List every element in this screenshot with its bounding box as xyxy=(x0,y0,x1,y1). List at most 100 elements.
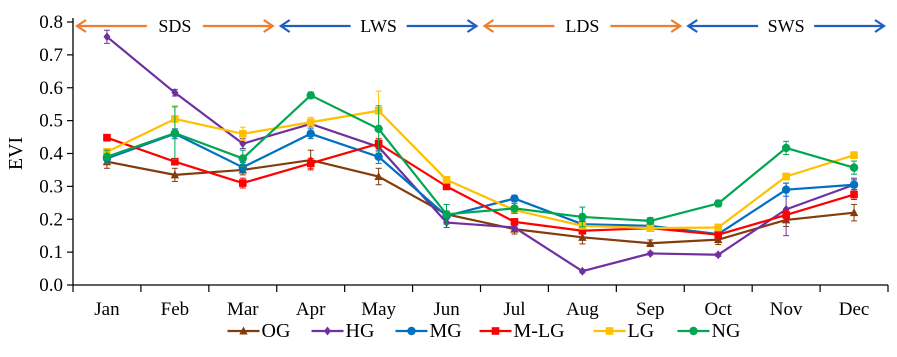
legend-swatch-marker xyxy=(407,326,416,336)
season-label: LWS xyxy=(360,16,397,36)
legend-label: NG xyxy=(712,320,741,342)
data-point xyxy=(170,170,180,179)
x-tick-label: May xyxy=(361,299,396,320)
x-tick-label: Jul xyxy=(503,299,525,320)
series-line xyxy=(106,158,855,245)
data-point xyxy=(239,139,247,149)
data-point xyxy=(510,204,519,213)
x-tick-label: Apr xyxy=(296,299,326,320)
season-arrowhead-left xyxy=(482,19,495,33)
season-arrows: SDS LWS LDS SWS xyxy=(75,16,886,36)
legend-swatch-marker xyxy=(605,327,614,335)
x-tick-label: Jan xyxy=(94,299,120,320)
x-tick-label: Nov xyxy=(770,299,803,320)
data-point xyxy=(238,179,247,187)
data-point xyxy=(781,143,791,153)
data-point xyxy=(578,232,587,241)
data-point xyxy=(442,182,451,191)
legend-swatch-marker xyxy=(239,326,248,335)
data-point xyxy=(510,218,519,226)
data-point xyxy=(102,152,112,161)
legend-item: HG xyxy=(311,320,375,342)
series-line xyxy=(106,109,855,230)
x-tick-label: Jun xyxy=(433,299,460,320)
series-line xyxy=(106,136,855,236)
x-tick-label: Feb xyxy=(161,299,190,320)
data-point xyxy=(306,159,315,168)
data-point xyxy=(442,176,451,184)
y-tick-label: 0.6 xyxy=(39,78,63,99)
data-point xyxy=(646,224,655,232)
data-point xyxy=(306,91,315,100)
data-point xyxy=(849,208,859,217)
data-point xyxy=(578,212,587,222)
data-point xyxy=(103,133,111,142)
y-tick-label: 0.4 xyxy=(39,144,63,165)
data-point xyxy=(782,211,790,219)
series-lines xyxy=(102,29,859,276)
season-label: SDS xyxy=(158,16,191,36)
data-point xyxy=(171,157,179,166)
data-point xyxy=(510,194,519,203)
legend-label: M-LG xyxy=(514,320,565,342)
data-point xyxy=(714,230,723,239)
season-label: SWS xyxy=(768,16,805,36)
data-point xyxy=(374,152,383,161)
data-point xyxy=(306,129,315,138)
legend-item: LG xyxy=(593,320,655,342)
legend-label: MG xyxy=(430,320,462,342)
data-point xyxy=(306,118,315,127)
season-arrowhead-left xyxy=(686,19,698,33)
data-point xyxy=(714,199,723,208)
y-tick-label: 0.1 xyxy=(39,242,63,263)
y-tick-label: 0.8 xyxy=(39,12,63,33)
data-point xyxy=(850,190,858,199)
legend-item: NG xyxy=(677,320,741,342)
data-point xyxy=(578,266,586,276)
series-og xyxy=(102,149,859,248)
x-tick-label: Mar xyxy=(227,299,259,320)
y-tick-label: 0.7 xyxy=(39,45,63,66)
legend-item: MG xyxy=(395,320,462,342)
series-line xyxy=(106,132,855,236)
season-arrowhead-right xyxy=(466,19,479,33)
data-point xyxy=(578,226,587,235)
data-point xyxy=(238,154,247,163)
series-line xyxy=(106,35,855,273)
season-arrowhead-left xyxy=(278,19,291,33)
data-point xyxy=(442,210,451,219)
legend-label: HG xyxy=(346,320,375,342)
season-arrowhead-right xyxy=(263,19,275,33)
data-point xyxy=(374,124,383,134)
x-tick-label: Oct xyxy=(704,299,732,320)
data-point xyxy=(238,163,247,172)
data-point xyxy=(374,172,383,181)
data-point xyxy=(646,238,655,247)
y-tick-label: 0.5 xyxy=(39,111,63,132)
x-tick-label: Aug xyxy=(566,299,599,320)
legend-swatch-marker xyxy=(689,326,698,336)
data-point xyxy=(103,32,111,42)
legend-label: LG xyxy=(628,320,655,342)
data-point xyxy=(238,129,247,138)
data-point xyxy=(714,235,723,244)
y-axis-title: EVI xyxy=(5,137,27,170)
data-point xyxy=(849,180,859,189)
legend: OG HG MG M-LG LG NG xyxy=(227,320,741,342)
y-tick-label: 0.2 xyxy=(39,209,63,230)
series-ng xyxy=(102,91,859,228)
data-point xyxy=(646,248,654,258)
legend-item: M-LG xyxy=(479,320,565,342)
series-hg xyxy=(103,29,858,276)
data-point xyxy=(171,88,179,98)
axes: 0.0 0.1 0.2 0.3 0.4 0.5 0.6 0.7 0.8 Jan Feb Mar Apr M… xyxy=(5,12,889,320)
y-tick-label: 0.3 xyxy=(39,176,63,197)
x-tick-label: Dec xyxy=(839,299,870,320)
season-arrowhead-right xyxy=(874,19,886,33)
season-label: LDS xyxy=(565,16,599,36)
data-point xyxy=(714,223,723,232)
data-point xyxy=(646,216,655,226)
data-point xyxy=(781,185,791,194)
legend-swatch-marker xyxy=(491,327,500,335)
